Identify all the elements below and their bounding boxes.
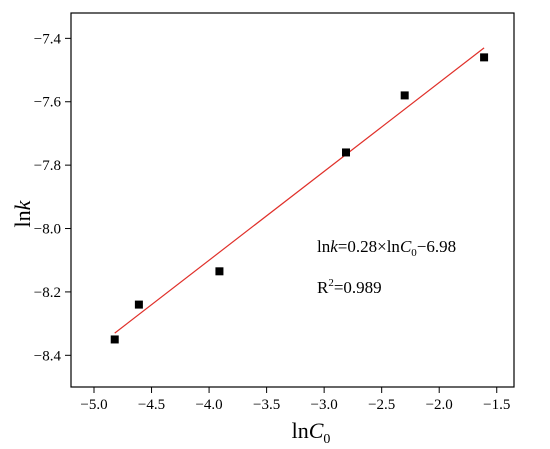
r2-r: R: [317, 278, 329, 297]
y-tick-label: −8.4: [34, 348, 62, 364]
r2-sup: 2: [328, 277, 334, 289]
y-tick-label: −7.8: [34, 158, 61, 174]
r2-annotation: R2=0.989: [317, 277, 382, 297]
eq-coef: =0.28×ln: [338, 237, 401, 256]
eq-sub: 0: [411, 247, 417, 259]
y-title-ln: ln: [10, 210, 35, 227]
plot-frame: [70, 12, 515, 388]
fit-line-group: [114, 47, 485, 334]
fit-line: [114, 47, 485, 334]
eq-k: k: [330, 237, 338, 256]
x-tick-label: −2.0: [426, 397, 453, 413]
y-tick-label: −7.4: [34, 31, 62, 47]
x-tick-label: −4.5: [138, 397, 165, 413]
data-point: [480, 53, 489, 62]
data-point: [215, 267, 224, 276]
x-axis-title: lnC0: [292, 418, 331, 447]
y-tick-label: −8.2: [34, 285, 61, 301]
x-title-ln: ln: [292, 418, 309, 443]
eq-c: C: [400, 237, 412, 256]
x-tick-label: −4.0: [195, 397, 222, 413]
r2-value: =0.989: [334, 278, 382, 297]
eq-intercept: −6.98: [417, 237, 456, 256]
x-tick-label: −3.0: [311, 397, 338, 413]
eq-ln: ln: [317, 237, 331, 256]
data-points: [110, 53, 489, 344]
x-tick-label: −5.0: [80, 397, 107, 413]
x-title-c: C: [309, 418, 324, 443]
data-point: [110, 335, 119, 344]
y-title-k: k: [10, 199, 35, 210]
x-title-sub: 0: [323, 432, 330, 447]
y-tick-label: −7.6: [34, 95, 62, 111]
data-point: [134, 300, 143, 309]
y-tick-label: −8.0: [34, 222, 61, 238]
y-axis-title: lnk: [10, 199, 35, 227]
x-axis-ticks: −5.0 −4.5 −4.0 −3.5 −3.0 −2.5 −2.0 −1.5: [80, 387, 510, 413]
x-tick-label: −2.5: [368, 397, 395, 413]
data-point: [400, 91, 409, 100]
x-tick-label: −3.5: [253, 397, 280, 413]
data-point: [342, 148, 351, 157]
x-tick-label: −1.5: [483, 397, 510, 413]
y-axis-ticks: −8.4 −8.2 −8.0 −7.8 −7.6 −7.4: [34, 31, 71, 364]
equation-annotation: lnk=0.28×lnC0−6.98: [317, 237, 456, 259]
